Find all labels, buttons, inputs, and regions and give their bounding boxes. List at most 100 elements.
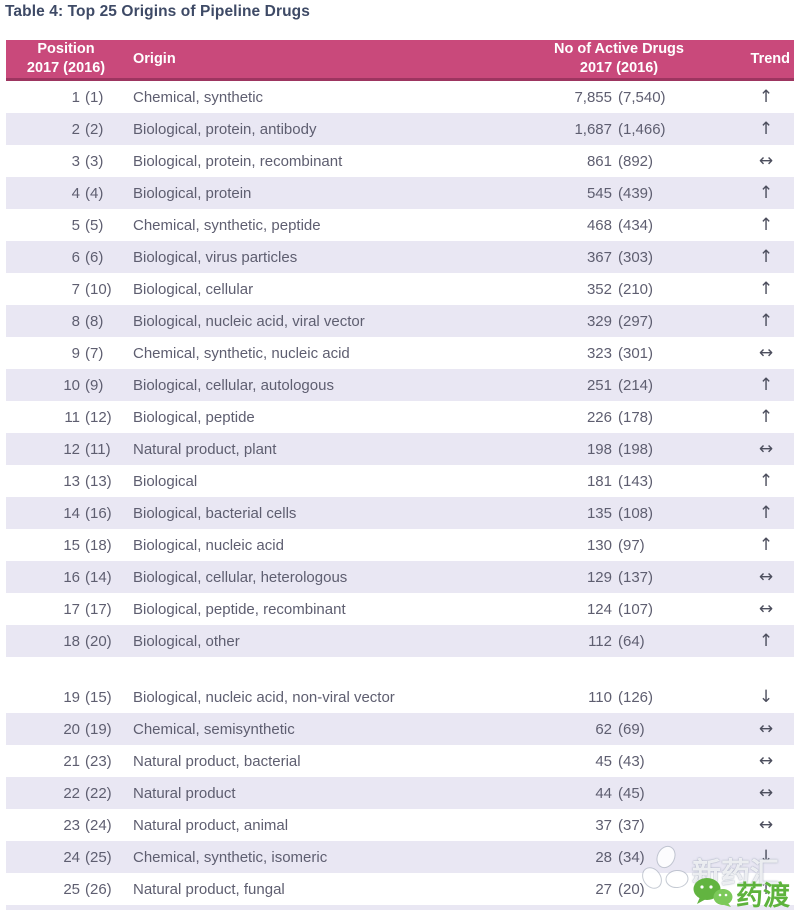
table-row: 24 (25) Chemical, synthetic, isomeric 28… [6,841,794,873]
trend-arrow-icon: ↑ [758,279,774,299]
trend-arrow-icon: ↑ [758,535,774,555]
origin-cell: Biological, peptide, recombinant [133,600,346,618]
position-2016: (18) [85,536,112,554]
active-drugs-cell: 129 (137) [548,569,738,586]
position-2017: 12 [63,440,80,458]
table-row: 6 (6) Biological, virus particles 367 (3… [6,241,794,273]
drugs-2016: (301) [618,344,654,362]
drugs-2016: (439) [618,184,654,202]
trend-arrow-icon: ↔ [758,151,774,171]
position-cell: 18 (20) [6,633,126,650]
drugs-2017: 135 [586,504,612,522]
drugs-2016: (137) [618,568,654,586]
active-drugs-cell: 37 (37) [548,817,738,834]
position-cell: 8 (8) [6,313,126,330]
position-cell: 2 (2) [6,121,126,138]
origin-cell: Natural product, plant [133,440,277,458]
active-drugs-cell: 7,855 (7,540) [548,89,738,106]
trend-arrow-icon: ↔ [758,815,774,835]
origin-cell: Biological, protein, antibody [133,120,317,138]
origin-cell: Chemical, synthetic, isomeric [133,848,328,866]
active-drugs-cell: 62 (69) [548,721,738,738]
drugs-2016: (37) [618,816,645,834]
drugs-2016: (107) [618,600,654,618]
drugs-2016: (34) [618,848,645,866]
origin-cell: Biological, protein, recombinant [133,152,343,170]
position-2017: 18 [63,632,80,650]
header-active-drugs-line1: No of Active Drugs [554,41,684,58]
trend-arrow-icon: ↑ [758,471,774,491]
drugs-2017: 226 [586,408,612,426]
position-2017: 3 [71,152,80,170]
page-break-gap [6,657,794,681]
header-position: Position 2017 (2016) [6,40,126,78]
drugs-2017: 62 [595,720,612,738]
position-2016: (4) [85,184,104,202]
trend-arrow-icon: ↔ [758,751,774,771]
position-cell: 12 (11) [6,441,126,458]
position-2017: 10 [63,376,80,394]
active-drugs-cell: 226 (178) [548,409,738,426]
position-2016: (6) [85,248,104,266]
active-drugs-cell: 1,687 (1,466) [548,121,738,138]
header-active-drugs-line2: 2017 (2016) [579,60,659,76]
drugs-2016: (64) [618,632,645,650]
drugs-2016: (210) [618,280,654,298]
drugs-2017: 44 [595,784,612,802]
position-2017: 2 [71,120,80,138]
position-2017: 25 [63,880,80,898]
position-2017: 6 [71,248,80,266]
drugs-2016: (198) [618,440,654,458]
drugs-2017: 7,855 [574,88,612,106]
drugs-2017: 45 [595,752,612,770]
trend-arrow-icon: ↑ [758,407,774,427]
position-2016: (26) [85,880,112,898]
active-drugs-cell: 323 (301) [548,345,738,362]
drugs-2016: (69) [618,720,645,738]
position-cell: 6 (6) [6,249,126,266]
origin-cell: Biological, nucleic acid [133,536,284,554]
position-cell: 5 (5) [6,217,126,234]
table-row: 20 (19) Chemical, semisynthetic 62 (69) … [6,713,794,745]
origin-cell: Biological, virus particles [133,248,298,266]
trend-arrow-icon: ↔ [758,599,774,619]
trend-arrow-icon: ↑ [758,879,774,899]
trend-arrow-icon: ↑ [758,503,774,523]
trend-arrow-icon: ↑ [758,247,774,267]
origin-cell: Natural product, fungal [133,880,285,898]
table-row: 22 (22) Natural product 44 (45) ↔ [6,777,794,809]
drugs-2016: (297) [618,312,654,330]
header-position-line1: Position [37,41,95,58]
position-2017: 19 [63,688,80,706]
table-row: 5 (5) Chemical, synthetic, peptide 468 (… [6,209,794,241]
drugs-2016: (892) [618,152,654,170]
drugs-2016: (97) [618,536,645,554]
position-2017: 15 [63,536,80,554]
origin-cell: Biological, nucleic acid, non-viral vect… [133,688,395,706]
position-2017: 16 [63,568,80,586]
active-drugs-cell: 468 (434) [548,217,738,234]
position-2016: (1) [85,88,104,106]
position-2017: 17 [63,600,80,618]
drugs-2016: (434) [618,216,654,234]
origin-cell: Biological, nucleic acid, viral vector [133,312,365,330]
table-row: 19 (15) Biological, nucleic acid, non-vi… [6,681,794,713]
position-cell: 4 (4) [6,185,126,202]
drugs-2017: 323 [586,344,612,362]
trend-arrow-icon: ↓ [758,847,774,867]
header-trend: Trend [750,50,790,67]
origin-cell: Chemical, synthetic, peptide [133,216,321,234]
position-2017: 14 [63,504,80,522]
header-position-line2: 2017 (2016) [26,60,106,76]
position-2016: (19) [85,720,112,738]
trend-arrow-icon: ↑ [758,375,774,395]
table-row: 1 (1) Chemical, synthetic 7,855 (7,540) … [6,81,794,113]
origin-cell: Natural product, animal [133,816,289,834]
position-cell: 17 (17) [6,601,126,618]
drugs-2017: 251 [586,376,612,394]
position-2017: 24 [63,848,80,866]
position-2016: (15) [85,688,112,706]
position-cell: 10 (9) [6,377,126,394]
trend-arrow-icon: ↑ [758,215,774,235]
position-cell: 24 (25) [6,849,126,866]
